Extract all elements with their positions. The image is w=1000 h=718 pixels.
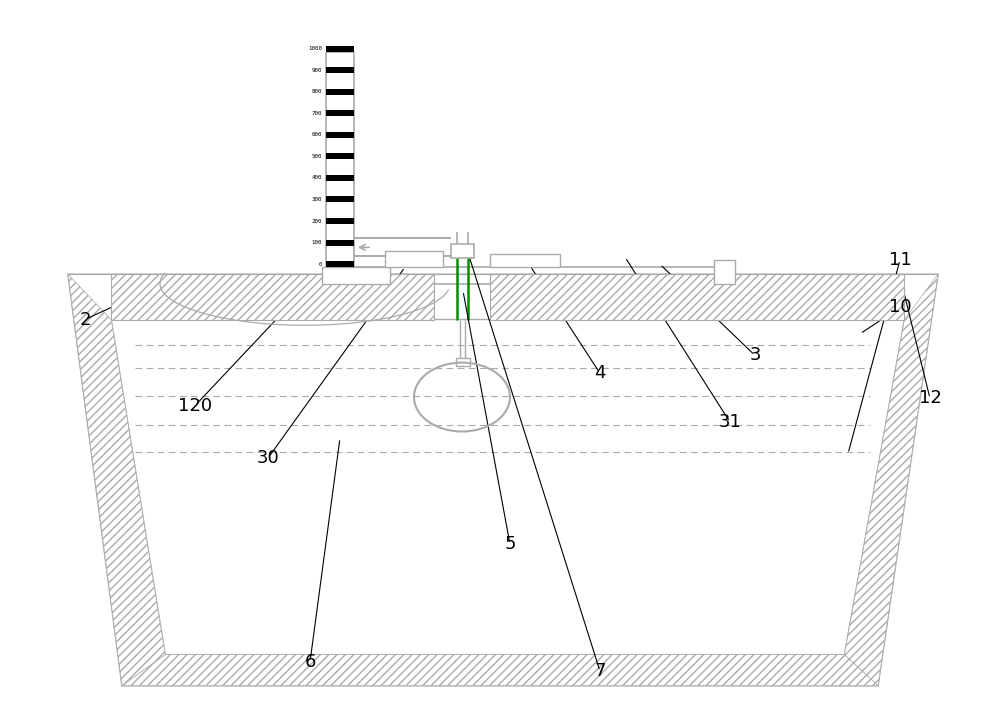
Text: 30: 30 bbox=[257, 449, 279, 467]
Polygon shape bbox=[326, 218, 354, 224]
Text: 6: 6 bbox=[304, 653, 316, 671]
Text: 400: 400 bbox=[312, 175, 322, 180]
Polygon shape bbox=[490, 254, 560, 267]
Text: 7: 7 bbox=[594, 662, 606, 681]
Polygon shape bbox=[714, 260, 735, 284]
Text: 300: 300 bbox=[312, 197, 322, 202]
Polygon shape bbox=[490, 274, 904, 320]
Text: 100: 100 bbox=[312, 240, 322, 245]
Polygon shape bbox=[326, 261, 354, 267]
Text: 900: 900 bbox=[312, 67, 322, 73]
Polygon shape bbox=[326, 197, 354, 202]
Text: 3: 3 bbox=[749, 346, 761, 365]
Text: 500: 500 bbox=[312, 154, 322, 159]
Polygon shape bbox=[456, 358, 470, 366]
Text: 200: 200 bbox=[312, 218, 322, 223]
Text: 12: 12 bbox=[919, 389, 941, 408]
Polygon shape bbox=[326, 67, 354, 73]
Polygon shape bbox=[326, 89, 354, 95]
Text: 1000: 1000 bbox=[308, 46, 322, 51]
Text: 31: 31 bbox=[719, 413, 741, 432]
Polygon shape bbox=[122, 655, 878, 686]
Polygon shape bbox=[326, 154, 354, 159]
Polygon shape bbox=[68, 274, 165, 686]
Text: 700: 700 bbox=[312, 111, 322, 116]
Polygon shape bbox=[326, 132, 354, 138]
Polygon shape bbox=[322, 267, 390, 284]
Text: 0: 0 bbox=[318, 261, 322, 266]
Text: 11: 11 bbox=[889, 251, 911, 269]
Polygon shape bbox=[451, 244, 474, 258]
Text: 120: 120 bbox=[178, 396, 212, 415]
Text: 600: 600 bbox=[312, 132, 322, 137]
Polygon shape bbox=[111, 320, 904, 655]
Polygon shape bbox=[68, 274, 938, 686]
Text: 2: 2 bbox=[79, 310, 91, 329]
Text: 5: 5 bbox=[504, 535, 516, 554]
Polygon shape bbox=[385, 251, 443, 267]
Polygon shape bbox=[326, 240, 354, 246]
Polygon shape bbox=[326, 111, 354, 116]
Text: 10: 10 bbox=[889, 298, 911, 317]
Polygon shape bbox=[844, 274, 938, 686]
Text: 4: 4 bbox=[594, 364, 606, 383]
Polygon shape bbox=[326, 175, 354, 181]
Text: 800: 800 bbox=[312, 89, 322, 94]
Polygon shape bbox=[326, 46, 354, 52]
Polygon shape bbox=[111, 274, 434, 320]
